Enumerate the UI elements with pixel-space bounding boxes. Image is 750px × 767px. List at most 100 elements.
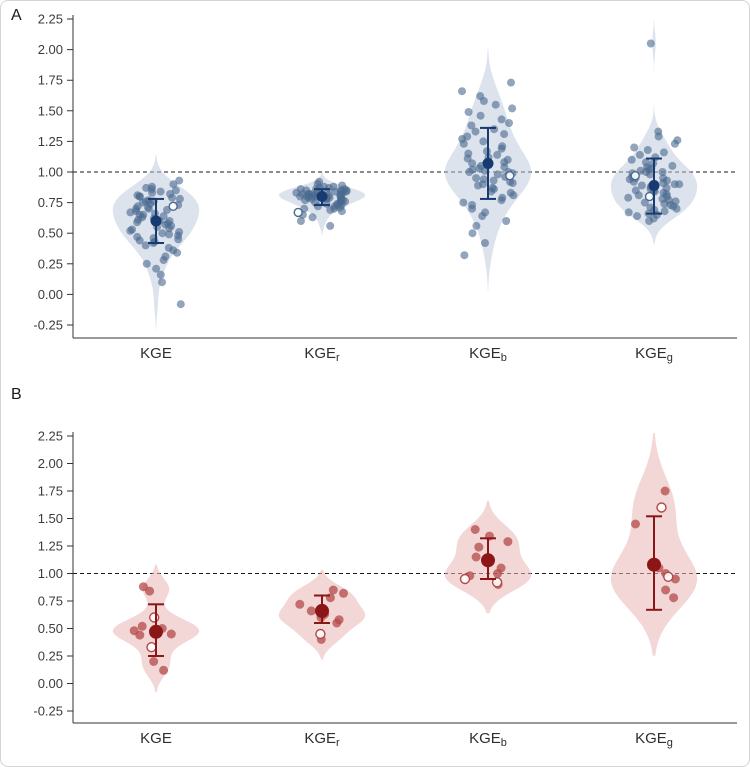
y-tick-label: 1.75 (38, 73, 63, 88)
mean-point (315, 603, 329, 618)
data-point (332, 618, 342, 628)
data-point (165, 230, 173, 239)
data-point (493, 170, 502, 179)
data-point (156, 187, 165, 196)
points-KGEr (295, 585, 348, 644)
data-point (308, 213, 317, 222)
data-point (637, 181, 646, 190)
category-label: KGEb (469, 345, 507, 364)
category-label: KGEr (304, 345, 340, 364)
mean-point (481, 553, 495, 568)
data-point (645, 217, 654, 225)
panel-b-label: B (11, 386, 22, 403)
summary-KGE (148, 603, 164, 657)
category-label: KGEr (304, 730, 340, 749)
data-point (156, 270, 165, 279)
y-tick-label: 0.25 (38, 256, 63, 271)
data-point (472, 174, 481, 183)
data-point (135, 192, 144, 201)
data-point (508, 104, 517, 113)
data-point (660, 207, 669, 216)
data-point (490, 125, 499, 134)
summary-KGE (148, 197, 164, 244)
mean-point (150, 215, 162, 227)
data-point (171, 186, 180, 195)
summary-KGEg (646, 515, 662, 611)
data-point (660, 199, 669, 208)
summary-KGEr (314, 594, 330, 624)
data-point (660, 486, 670, 496)
data-point (493, 150, 502, 159)
data-point (328, 585, 338, 595)
data-point (141, 241, 150, 250)
data-point (295, 599, 305, 609)
y-tick-label: 1.50 (38, 103, 63, 118)
data-point (654, 132, 663, 141)
data-point (497, 144, 506, 153)
y-tick-label: 0.00 (38, 287, 63, 302)
summary-KGEb (480, 537, 496, 580)
data-point (126, 208, 135, 217)
data-point (635, 150, 644, 159)
data-point (326, 205, 335, 214)
data-point (173, 248, 182, 257)
data-point (470, 525, 480, 534)
data-point (169, 180, 178, 189)
data-point (479, 137, 488, 146)
y-tick-label: 1.50 (38, 511, 63, 526)
data-point (176, 300, 185, 309)
y-tick-label: 2.25 (38, 429, 63, 444)
data-point (174, 235, 183, 244)
data-point (135, 236, 144, 245)
data-point (624, 193, 633, 202)
data-point (659, 148, 668, 157)
data-point (481, 239, 489, 247)
data-point-open (168, 201, 178, 212)
data-point (507, 78, 515, 87)
data-point (133, 218, 142, 227)
data-point (159, 256, 168, 265)
y-tick-label: 1.25 (38, 539, 63, 554)
y-tick-label: 0.75 (38, 195, 63, 210)
data-point (458, 87, 466, 96)
data-point (142, 259, 151, 268)
data-point (633, 212, 642, 221)
data-point (326, 221, 335, 230)
data-point (145, 586, 155, 596)
y-tick-label: 0.50 (38, 621, 63, 636)
y-tick-label: 2.00 (38, 456, 63, 471)
data-point (497, 196, 506, 205)
data-point (471, 127, 480, 136)
panel-a-chart: 2.25 2.00 1.75 1.50 1.25 1.00 0.75 0.50 0.25 0.00… (33, 12, 737, 364)
data-point (497, 115, 506, 124)
data-point (670, 180, 679, 189)
data-point (152, 264, 161, 273)
panel-b-chart: 2.25 2.00 1.75 1.50 1.25 1.00 0.75 0.50 0.25 0.00… (33, 429, 737, 749)
category-label: KGE (140, 730, 172, 747)
data-point (339, 588, 348, 598)
summary-KGEb (480, 126, 496, 200)
data-point (491, 100, 500, 109)
data-point (631, 519, 640, 529)
data-point-open (491, 577, 503, 588)
data-point (472, 221, 481, 230)
summary-KGEr (314, 188, 330, 207)
data-point (669, 593, 679, 603)
y-tick-label: 0.00 (38, 676, 63, 691)
data-point (493, 569, 503, 578)
data-point (468, 229, 477, 238)
data-point (175, 176, 184, 185)
data-point (508, 179, 517, 187)
data-point (661, 585, 671, 595)
data-point (460, 251, 469, 260)
data-point (503, 537, 513, 547)
data-point-open (656, 502, 667, 513)
data-point (144, 204, 153, 213)
y-tick-label: 1.25 (38, 134, 63, 149)
data-point (296, 217, 305, 225)
panel-a-label: A (11, 7, 22, 24)
data-point (168, 193, 177, 202)
data-point (624, 208, 633, 217)
data-point (487, 187, 496, 196)
